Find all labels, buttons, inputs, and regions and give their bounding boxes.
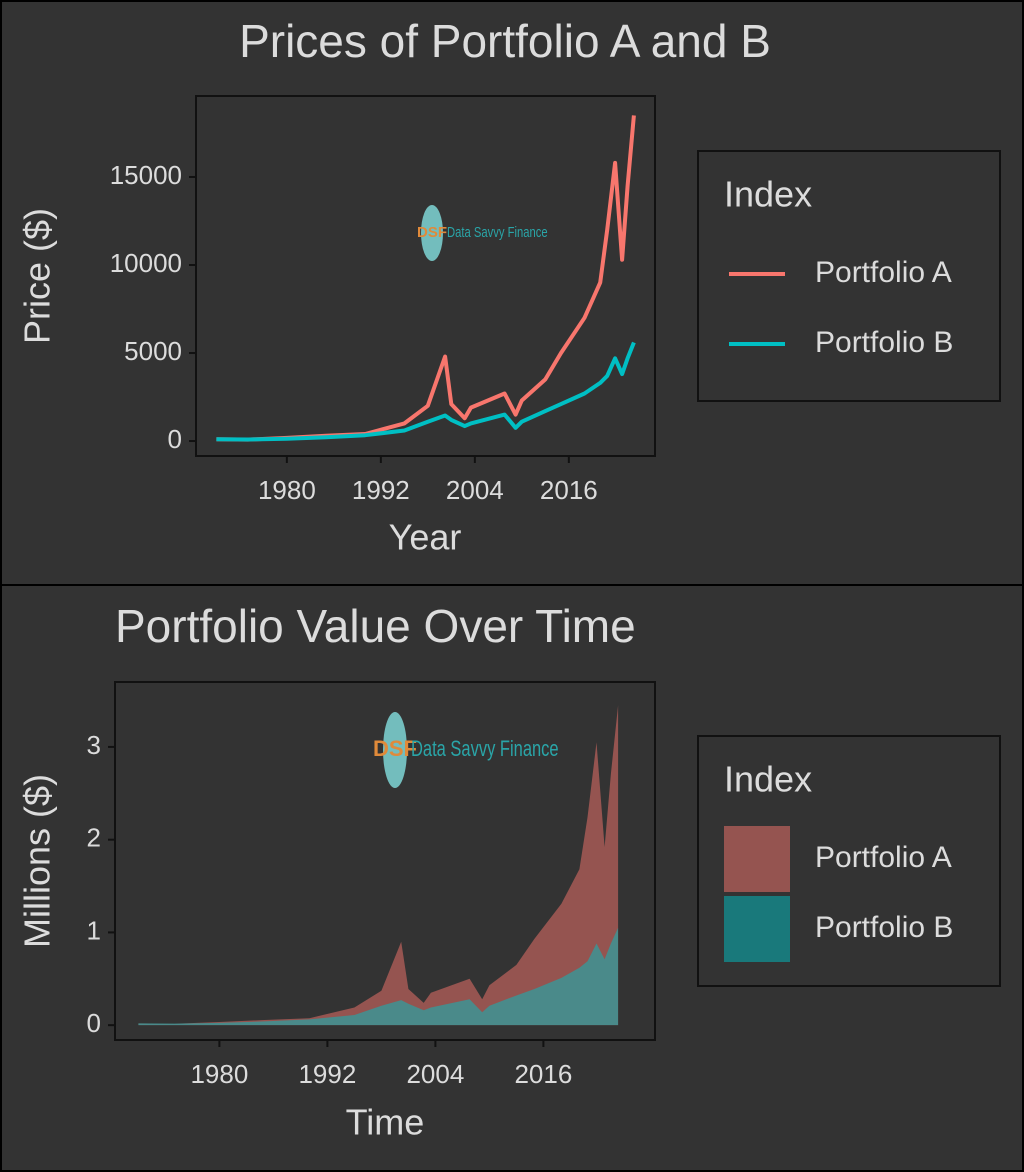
x-axis-label: Time [346, 1102, 425, 1143]
y-tick-label: 1 [87, 915, 101, 945]
watermark-badge: DSF [373, 736, 417, 761]
chart-title: Portfolio Value Over Time [115, 600, 636, 652]
x-axis-label: Year [389, 517, 462, 558]
legend-label: Portfolio A [815, 841, 952, 874]
y-tick-label: 0 [87, 1008, 101, 1038]
plot-frame [195, 95, 656, 457]
x-tick-label: 1980 [190, 1059, 248, 1089]
chart-title: Prices of Portfolio A and B [239, 15, 771, 67]
y-tick-label: 5000 [124, 336, 182, 366]
x-tick-label: 2016 [514, 1059, 572, 1089]
x-tick-label: 1992 [352, 475, 410, 505]
y-tick-label: 0 [168, 424, 182, 454]
y-axis-label: Price ($) [17, 208, 58, 344]
watermark-logo [421, 205, 443, 261]
y-tick-label: 10000 [110, 248, 182, 278]
watermark-badge: DSF [417, 224, 447, 241]
x-tick-label: 1992 [298, 1059, 356, 1089]
legend-label: Portfolio B [815, 326, 953, 359]
x-tick-label: 2016 [540, 475, 598, 505]
line [216, 341, 636, 442]
y-tick-label: 3 [87, 730, 101, 760]
watermark-text: Data Savvy Finance [447, 223, 548, 240]
legend-swatch [724, 896, 790, 962]
watermark-text: Data Savvy Finance [411, 737, 559, 762]
legend-title: Index [724, 759, 812, 800]
area [138, 927, 619, 1026]
watermark-logo [383, 712, 407, 788]
plot-frame [114, 681, 656, 1041]
x-tick-label: 2004 [446, 475, 504, 505]
y-tick-label: 15000 [110, 160, 182, 190]
x-tick-label: 2004 [406, 1059, 464, 1089]
legend-title: Index [724, 174, 812, 215]
x-tick-label: 1980 [258, 475, 316, 505]
legend-label: Portfolio A [815, 256, 952, 289]
y-tick-label: 2 [87, 823, 101, 853]
legend-swatch [724, 826, 790, 892]
y-axis-label: Millions ($) [17, 774, 58, 948]
legend-label: Portfolio B [815, 911, 953, 944]
